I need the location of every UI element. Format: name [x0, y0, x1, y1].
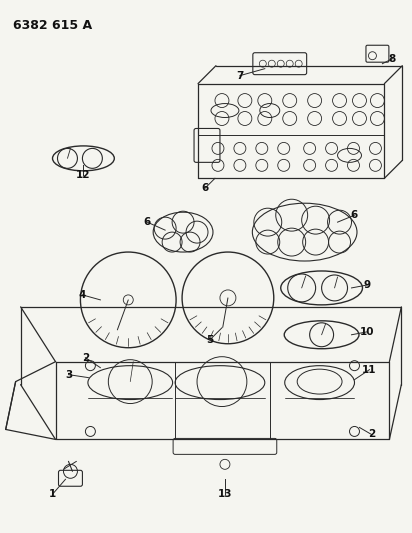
Text: 8: 8 [389, 54, 396, 64]
Text: 9: 9 [364, 280, 371, 290]
Text: 13: 13 [218, 489, 232, 499]
Text: 7: 7 [236, 71, 243, 80]
Text: 5: 5 [206, 335, 213, 345]
Text: 6: 6 [201, 183, 208, 193]
Text: 1: 1 [49, 489, 56, 499]
Text: 6382 615 A: 6382 615 A [13, 19, 92, 32]
Text: 2: 2 [82, 353, 89, 362]
Text: 6: 6 [143, 217, 151, 227]
Text: 2: 2 [368, 430, 375, 439]
Text: 12: 12 [76, 171, 91, 180]
Text: 11: 11 [362, 365, 377, 375]
Text: 4: 4 [79, 290, 86, 300]
Text: 10: 10 [360, 327, 375, 337]
Text: 3: 3 [65, 369, 72, 379]
Text: 6: 6 [351, 210, 358, 220]
